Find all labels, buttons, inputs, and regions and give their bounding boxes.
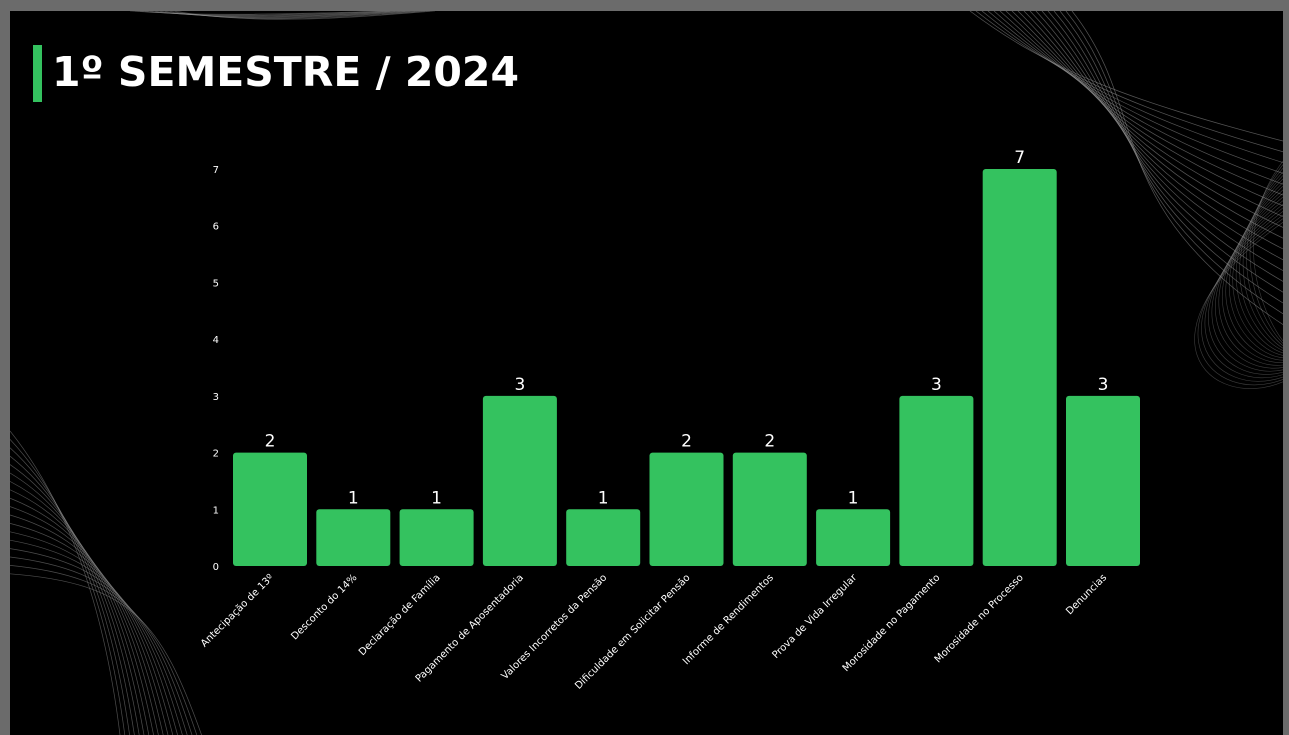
wave-line bbox=[1065, 11, 1283, 315]
y-tick-label: 2 bbox=[213, 449, 219, 460]
y-tick-label: 0 bbox=[213, 562, 219, 573]
wave-line bbox=[134, 11, 396, 16]
bar bbox=[482, 395, 557, 566]
bar-value-label: 1 bbox=[848, 488, 859, 508]
x-tick-label: Denuncias bbox=[1064, 572, 1109, 617]
wave-line bbox=[975, 11, 1283, 153]
x-tick-label: Morosidade no Pagamento bbox=[841, 572, 943, 674]
wave-line bbox=[1246, 168, 1283, 347]
wave-line bbox=[1222, 193, 1283, 363]
decorative-wave-lines bbox=[10, 11, 1283, 735]
x-tick-label: Desconto do 14% bbox=[289, 572, 359, 642]
wave-line bbox=[1249, 164, 1283, 344]
y-tick-label: 6 bbox=[213, 222, 219, 233]
bar-value-label: 2 bbox=[764, 432, 775, 452]
y-tick-label: 4 bbox=[213, 335, 219, 346]
wave-line bbox=[10, 565, 198, 735]
wave-line bbox=[10, 556, 193, 735]
slide-panel: 1º SEMESTRE / 2024 0 1 2 3 4 5 6 7 2 Antecipação … bbox=[10, 11, 1283, 735]
wave-line bbox=[1228, 185, 1283, 359]
wave-line bbox=[1235, 178, 1283, 354]
wave-line bbox=[144, 11, 406, 17]
wave-line bbox=[1239, 175, 1283, 351]
wave-line bbox=[999, 11, 1283, 196]
wave-line bbox=[1232, 182, 1283, 356]
bar-value-label: 7 bbox=[1014, 148, 1025, 168]
wave-line bbox=[149, 11, 411, 17]
y-tick-label: 5 bbox=[213, 278, 219, 289]
bar-value-label: 1 bbox=[431, 488, 442, 508]
bar-chart: 0 1 2 3 4 5 6 7 2 Antecipação de 13º 1 Desconto do … bbox=[199, 148, 1140, 692]
x-tick-label: Informe de Rendimentos bbox=[681, 572, 776, 667]
title-accent-bar bbox=[33, 45, 42, 102]
bar-value-label: 1 bbox=[598, 488, 609, 508]
y-tick-label: 3 bbox=[213, 392, 219, 403]
wave-line bbox=[154, 11, 416, 18]
wave-line bbox=[169, 11, 431, 20]
wave-line bbox=[1071, 11, 1283, 325]
bar bbox=[982, 169, 1057, 566]
bar bbox=[316, 509, 391, 566]
bar bbox=[399, 509, 474, 566]
wave-line bbox=[981, 11, 1283, 163]
bar bbox=[233, 452, 307, 566]
bar bbox=[566, 509, 641, 566]
bar-value-label: 1 bbox=[348, 488, 359, 508]
wave-line bbox=[10, 472, 145, 735]
x-tick-label: Morosidade no Processo bbox=[933, 572, 1026, 665]
y-tick-label: 7 bbox=[213, 165, 219, 176]
wave-line bbox=[139, 11, 401, 16]
bar-value-label: 2 bbox=[265, 432, 276, 452]
bar-value-label: 3 bbox=[931, 375, 942, 395]
bar-value-label: 3 bbox=[514, 375, 525, 395]
x-tick-label: Prova de Vida Irregular bbox=[771, 572, 860, 661]
wave-line bbox=[129, 11, 391, 15]
bar-value-label: 2 bbox=[681, 432, 692, 452]
wave-line bbox=[10, 548, 188, 735]
wave-line bbox=[10, 455, 135, 735]
wave-line bbox=[1242, 171, 1283, 349]
wave-line bbox=[1253, 160, 1283, 342]
bar bbox=[816, 509, 891, 566]
wave-line bbox=[159, 11, 421, 18]
slide-title: 1º SEMESTRE / 2024 bbox=[52, 48, 519, 96]
wave-line bbox=[993, 11, 1283, 185]
wave-line bbox=[10, 430, 121, 735]
bar bbox=[899, 395, 974, 566]
y-axis: 0 1 2 3 4 5 6 7 bbox=[213, 165, 219, 573]
bar bbox=[649, 452, 724, 566]
wave-line bbox=[164, 11, 426, 19]
x-tick-label: Antecipação de 13º bbox=[199, 572, 276, 649]
x-tick-label: Declaração de Família bbox=[356, 572, 442, 658]
wave-line bbox=[174, 11, 436, 20]
wave-line bbox=[969, 11, 1283, 142]
wave-line bbox=[1225, 189, 1283, 361]
wave-line bbox=[10, 481, 150, 735]
bar bbox=[1066, 395, 1140, 566]
wave-line bbox=[10, 447, 130, 735]
bar-value-label: 3 bbox=[1098, 375, 1109, 395]
wave-line bbox=[10, 573, 202, 735]
wave-line bbox=[987, 11, 1283, 174]
y-tick-label: 1 bbox=[213, 505, 219, 516]
bar bbox=[732, 452, 807, 566]
